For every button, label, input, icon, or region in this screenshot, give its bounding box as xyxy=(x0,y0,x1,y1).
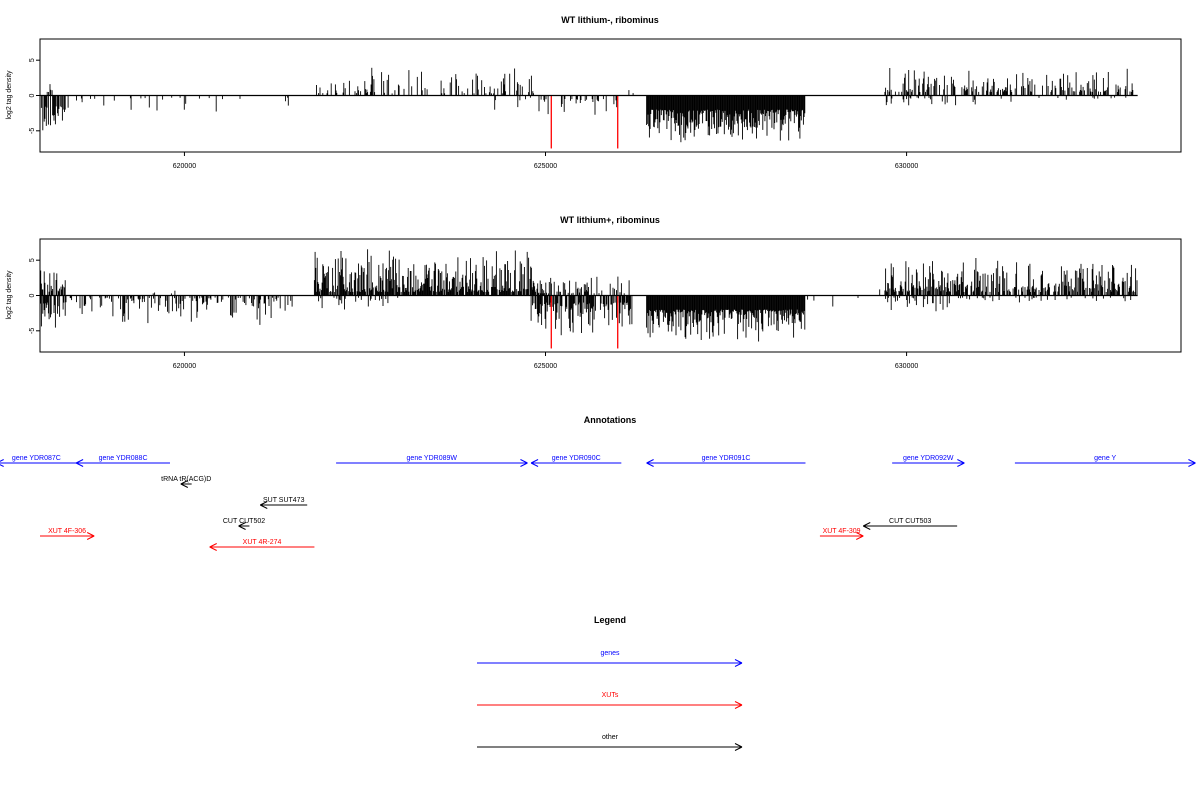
feature-label: gene YDR090C xyxy=(552,455,601,462)
x-axis: 620000 625000 630000 xyxy=(173,352,918,370)
feature: XUT 4F-306 xyxy=(40,528,95,540)
feature-arrow xyxy=(336,459,528,467)
x-tick-label: 630000 xyxy=(895,363,918,370)
panel-title: WT lithium-, ribominus xyxy=(561,15,659,25)
feature: gene YDR091C xyxy=(646,455,806,467)
feature-arrow xyxy=(0,459,77,467)
feature-arrow xyxy=(75,459,170,467)
feature-label: tRNA tR(ACG)D xyxy=(161,476,211,483)
feature: SUT SUT473 xyxy=(260,497,308,509)
feature-arrow xyxy=(260,501,308,509)
x-tick-label: 625000 xyxy=(534,163,557,170)
legend: Legend genes XUTs other xyxy=(477,615,743,751)
feature-label: gene YDR092W xyxy=(903,455,954,462)
feature: gene YDR088C xyxy=(75,455,170,467)
feature-label: XUT 4F-306 xyxy=(48,528,86,535)
density-bars xyxy=(40,249,1138,342)
feature-arrow xyxy=(819,532,864,540)
density-bars xyxy=(39,67,1134,143)
legend-label: genes xyxy=(600,650,620,657)
x-axis: 620000 625000 630000 xyxy=(173,152,918,170)
feature-label: gene Y xyxy=(1094,455,1116,462)
legend-entry: other xyxy=(477,734,743,751)
y-axis-label: log2 tag density xyxy=(6,270,13,320)
feature-label: CUT CUT503 xyxy=(889,518,931,525)
feature: gene YDR087C xyxy=(0,455,77,467)
feature: gene YDR090C xyxy=(530,455,622,467)
feature: CUT CUT503 xyxy=(863,518,958,530)
x-tick-label: 620000 xyxy=(173,163,196,170)
feature-label: gene YDR091C xyxy=(702,455,751,462)
track-panel-lithium-plus: WT lithium+, ribominus log2 tag density … xyxy=(6,215,1182,370)
track-panel-lithium-minus: WT lithium-, ribominus log2 tag density … xyxy=(6,15,1182,170)
legend-arrow xyxy=(477,743,743,751)
y-axis: -5 0 5 xyxy=(29,58,40,134)
feature: CUT CUT502 xyxy=(223,518,265,530)
annotations-panel: Annotations gene YDR087C gene YDR088C gene… xyxy=(0,415,1196,551)
legend-entries: genes XUTs other xyxy=(477,650,743,751)
legend-label: XUTs xyxy=(602,692,619,699)
feature-arrow xyxy=(209,543,315,551)
y-axis-label: log2 tag density xyxy=(6,70,13,120)
feature-arrow xyxy=(180,480,192,488)
panel-title: WT lithium+, ribominus xyxy=(560,215,660,225)
highlight-bars xyxy=(550,95,619,149)
feature-arrow xyxy=(892,459,965,467)
feature-label: gene YDR088C xyxy=(99,455,148,462)
feature-label: gene YDR087C xyxy=(12,455,61,462)
x-tick-label: 620000 xyxy=(173,363,196,370)
feature-label: XUT 4F-309 xyxy=(823,528,861,535)
legend-label: other xyxy=(602,734,619,741)
y-tick-label: -5 xyxy=(29,128,36,134)
feature-label: gene YDR089W xyxy=(407,455,458,462)
feature-label: XUT 4R-274 xyxy=(243,539,282,546)
feature-arrow xyxy=(40,532,95,540)
y-tick-label: 0 xyxy=(29,93,36,97)
highlight-bars xyxy=(550,295,619,349)
feature-label: CUT CUT502 xyxy=(223,518,265,525)
y-tick-label: 5 xyxy=(29,258,36,262)
y-tick-label: 5 xyxy=(29,58,36,62)
feature: tRNA tR(ACG)D xyxy=(161,476,211,488)
feature: gene YDR089W xyxy=(336,455,528,467)
x-tick-label: 625000 xyxy=(534,363,557,370)
feature-list: gene YDR087C gene YDR088C gene YDR089W gene… xyxy=(0,455,1196,551)
x-tick-label: 630000 xyxy=(895,163,918,170)
feature-arrow xyxy=(530,459,622,467)
feature-label: SUT SUT473 xyxy=(263,497,305,504)
legend-arrow xyxy=(477,659,743,667)
feature: gene Y xyxy=(1014,455,1196,467)
y-axis: -5 0 5 xyxy=(29,258,40,334)
legend-entry: XUTs xyxy=(477,692,743,709)
feature-arrow xyxy=(1014,459,1196,467)
legend-arrow xyxy=(477,701,743,709)
feature-arrow xyxy=(863,522,958,530)
y-tick-label: -5 xyxy=(29,328,36,334)
y-tick-label: 0 xyxy=(29,293,36,297)
feature-arrow xyxy=(238,522,250,530)
legend-entry: genes xyxy=(477,650,743,667)
feature-arrow xyxy=(646,459,806,467)
legend-title: Legend xyxy=(594,615,626,625)
annotations-title: Annotations xyxy=(584,415,637,425)
feature: gene YDR092W xyxy=(892,455,965,467)
feature: XUT 4F-309 xyxy=(819,528,864,540)
feature: XUT 4R-274 xyxy=(209,539,315,551)
